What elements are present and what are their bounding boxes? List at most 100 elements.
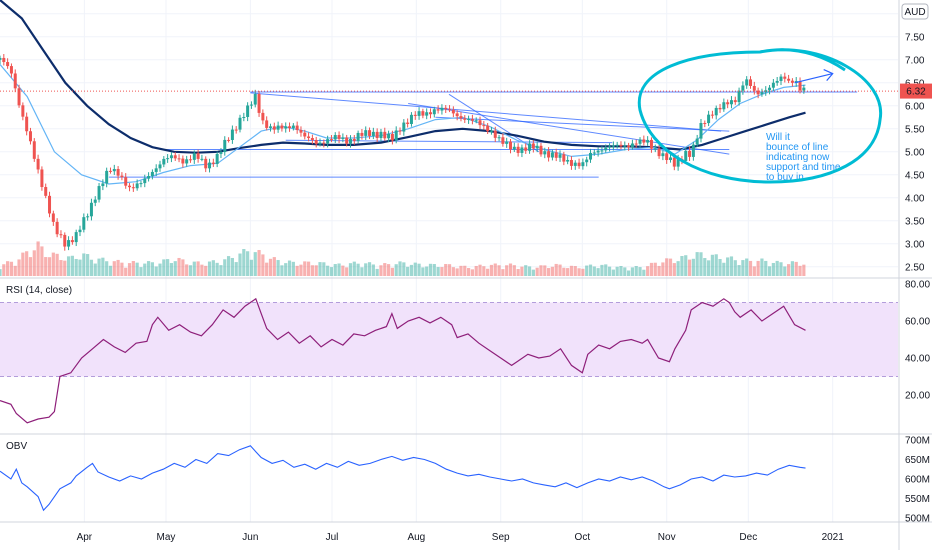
candle[interactable] xyxy=(688,150,692,157)
candle[interactable] xyxy=(314,140,318,144)
price-tick-label[interactable]: 7.50 xyxy=(905,32,925,43)
candle[interactable] xyxy=(28,131,32,142)
obv-tick-label[interactable]: 500M xyxy=(905,514,930,525)
candle[interactable] xyxy=(105,170,109,184)
candle[interactable] xyxy=(451,109,455,114)
candle[interactable] xyxy=(272,126,276,130)
candle[interactable] xyxy=(166,158,170,160)
candle[interactable] xyxy=(375,131,379,138)
candle[interactable] xyxy=(497,137,501,139)
candle[interactable] xyxy=(257,93,261,113)
candle[interactable] xyxy=(745,79,749,86)
candle[interactable] xyxy=(428,112,432,115)
price-tick-label[interactable]: 5.50 xyxy=(905,124,925,135)
candle[interactable] xyxy=(379,131,383,138)
price-tick-label[interactable]: 5.00 xyxy=(905,147,925,158)
time-tick-label[interactable]: Oct xyxy=(575,532,591,543)
candle[interactable] xyxy=(0,57,2,60)
candle[interactable] xyxy=(67,240,71,247)
candle[interactable] xyxy=(581,162,585,167)
candle[interactable] xyxy=(242,116,246,118)
candle[interactable] xyxy=(234,129,238,131)
candle[interactable] xyxy=(779,76,783,81)
candle[interactable] xyxy=(265,120,269,128)
candle[interactable] xyxy=(48,195,52,214)
candle[interactable] xyxy=(421,111,425,116)
obv-tick-label[interactable]: 600M xyxy=(905,475,930,486)
candle[interactable] xyxy=(295,125,299,131)
candle[interactable] xyxy=(143,178,147,184)
candle[interactable] xyxy=(108,170,112,172)
candle[interactable] xyxy=(59,234,63,236)
candle[interactable] xyxy=(307,136,311,139)
candle[interactable] xyxy=(93,199,97,203)
candle[interactable] xyxy=(798,81,802,91)
candle[interactable] xyxy=(562,154,566,162)
candle[interactable] xyxy=(215,153,219,164)
candle[interactable] xyxy=(729,100,733,105)
candle[interactable] xyxy=(185,159,189,164)
candle[interactable] xyxy=(329,139,333,141)
obv-label[interactable]: OBV xyxy=(6,441,27,452)
time-tick-label[interactable]: Apr xyxy=(77,532,93,543)
candle[interactable] xyxy=(684,150,688,161)
candle[interactable] xyxy=(249,104,253,106)
candle[interactable] xyxy=(752,85,756,91)
candle[interactable] xyxy=(440,107,444,111)
candle[interactable] xyxy=(611,145,615,147)
candle[interactable] xyxy=(531,143,535,149)
candle[interactable] xyxy=(566,159,570,162)
trend-line[interactable] xyxy=(435,116,730,132)
price-tick-label[interactable]: 3.00 xyxy=(905,239,925,250)
candle[interactable] xyxy=(112,168,116,172)
candle[interactable] xyxy=(135,183,139,189)
candle[interactable] xyxy=(539,145,543,155)
candle[interactable] xyxy=(634,143,638,145)
candle[interactable] xyxy=(501,137,505,144)
annotation-arrow[interactable] xyxy=(794,73,833,84)
candle[interactable] xyxy=(345,137,349,144)
time-tick-label[interactable]: Jun xyxy=(242,532,258,543)
candle[interactable] xyxy=(154,168,158,172)
candle[interactable] xyxy=(558,154,562,158)
obv-tick-label[interactable]: 650M xyxy=(905,455,930,466)
candle[interactable] xyxy=(425,112,429,116)
candle[interactable] xyxy=(627,145,631,148)
candle[interactable] xyxy=(448,109,452,111)
candle[interactable] xyxy=(173,155,177,159)
candle[interactable] xyxy=(444,107,448,110)
candle[interactable] xyxy=(55,221,59,235)
candle[interactable] xyxy=(528,143,532,151)
candle[interactable] xyxy=(17,88,21,106)
candle[interactable] xyxy=(318,142,322,144)
candle[interactable] xyxy=(337,135,341,139)
moving-average-slow[interactable] xyxy=(0,0,806,154)
trend-line[interactable] xyxy=(250,92,722,132)
candle[interactable] xyxy=(6,62,10,67)
candle[interactable] xyxy=(722,102,726,110)
candle[interactable] xyxy=(204,158,208,169)
candle[interactable] xyxy=(691,144,695,157)
candle[interactable] xyxy=(78,229,82,233)
candle[interactable] xyxy=(177,158,181,160)
candle[interactable] xyxy=(493,130,497,138)
candle[interactable] xyxy=(470,118,474,121)
candle[interactable] xyxy=(253,93,257,105)
candle[interactable] xyxy=(771,82,775,88)
candle[interactable] xyxy=(630,143,634,148)
candle[interactable] xyxy=(577,162,581,167)
candle[interactable] xyxy=(352,138,356,141)
candle[interactable] xyxy=(291,125,295,129)
candle[interactable] xyxy=(710,114,714,116)
candle[interactable] xyxy=(394,130,398,141)
candle[interactable] xyxy=(478,120,482,126)
candle[interactable] xyxy=(383,131,387,139)
candle[interactable] xyxy=(124,177,128,186)
candle[interactable] xyxy=(543,151,547,155)
candle[interactable] xyxy=(82,217,86,230)
candle[interactable] xyxy=(169,155,173,159)
candle[interactable] xyxy=(398,130,402,132)
candle[interactable] xyxy=(2,57,6,63)
candle[interactable] xyxy=(589,152,593,160)
candle[interactable] xyxy=(181,158,185,164)
